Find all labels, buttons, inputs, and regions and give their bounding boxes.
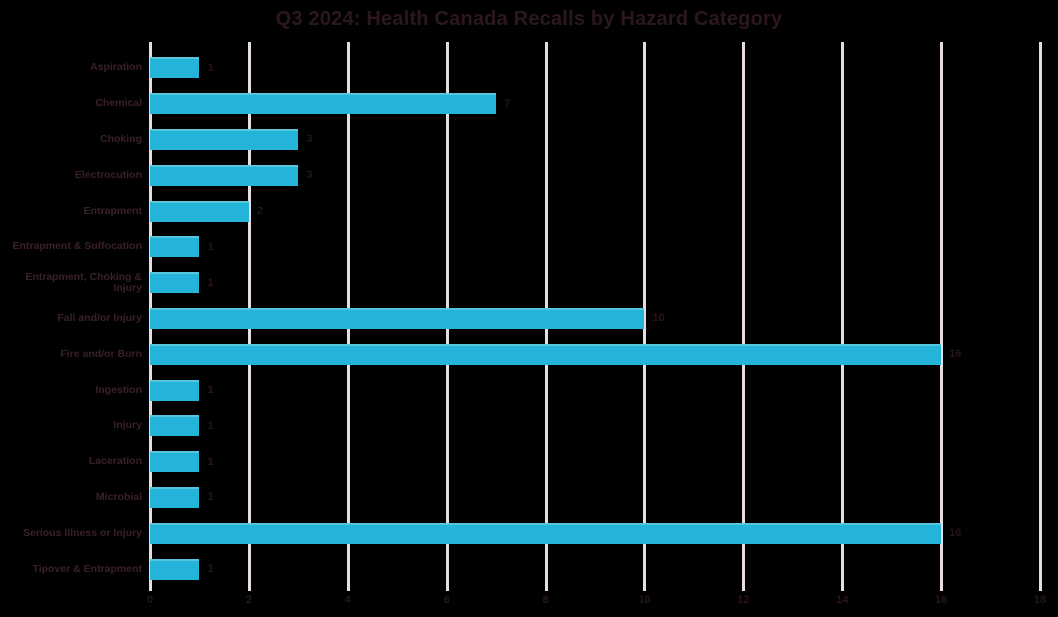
bar (150, 57, 200, 79)
value-label: 1 (207, 276, 214, 289)
value-label: 3 (306, 133, 313, 146)
bar-row: Tipover & Entrapment 1 (0, 551, 1058, 587)
value-label: 16 (949, 527, 962, 540)
x-tick-label: 2 (245, 594, 252, 606)
bar (150, 272, 200, 294)
bar-row: Fire and/or Burn 16 (0, 336, 1058, 372)
category-label: Fall and/or Injury (57, 311, 142, 324)
x-tick-label: 4 (344, 594, 351, 606)
bar (150, 522, 942, 544)
value-label: 1 (207, 384, 214, 397)
bar-row: Electrocution 3 (0, 157, 1058, 193)
bar (150, 486, 200, 508)
value-label: 3 (306, 169, 313, 182)
gridline (643, 42, 647, 591)
x-tick-label: 6 (443, 594, 450, 606)
gridline (1039, 42, 1042, 591)
bar (150, 200, 249, 222)
category-label: Fire and/or Burn (60, 347, 142, 360)
gridline (742, 42, 746, 591)
bar-row: Chemical 7 (0, 86, 1058, 122)
value-label: 2 (256, 205, 263, 218)
bar-row: Injury 1 (0, 408, 1058, 444)
bar-row: Serious Illness or Injury 16 (0, 515, 1058, 551)
bar (150, 451, 200, 473)
bar-row: Choking 3 (0, 122, 1058, 158)
bar-row: Entrapment, Choking & Injury 1 (0, 265, 1058, 301)
bar-row: Aspiration 1 (0, 50, 1058, 86)
value-label: 16 (949, 348, 962, 361)
category-label: Electrocution (74, 168, 142, 181)
bar (150, 164, 299, 186)
category-label: Chemical (95, 97, 142, 110)
category-label: Tipover & Entrapment (32, 562, 143, 575)
category-label: Ingestion (95, 383, 142, 396)
bar-row: Entrapment & Suffocation 1 (0, 229, 1058, 265)
x-tick-label: 18 (1033, 594, 1047, 606)
x-tick-label: 16 (934, 594, 948, 606)
category-label: Laceration (88, 455, 142, 468)
x-tick-label: 12 (737, 594, 750, 606)
bar-row: Fall and/or Injury 10 (0, 301, 1058, 337)
bar (150, 236, 200, 258)
category-label: Entrapment, Choking & Injury (25, 270, 142, 294)
value-label: 1 (207, 240, 214, 253)
category-label: Aspiration (90, 61, 142, 74)
bar (150, 415, 200, 437)
bar-row: Ingestion 1 (0, 372, 1058, 408)
category-label: Injury (113, 419, 142, 432)
bar (150, 307, 645, 329)
bar (150, 93, 497, 115)
x-tick-label: 8 (542, 594, 549, 606)
bar (150, 558, 200, 580)
category-label: Serious Illness or Injury (22, 526, 142, 539)
bar (150, 379, 200, 401)
bar-row: Entrapment 2 (0, 193, 1058, 229)
chart-title: Q3 2024: Health Canada Recalls by Hazard… (275, 8, 783, 30)
category-label: Microbial (95, 490, 142, 503)
bar-row: Laceration 1 (0, 444, 1058, 480)
category-label: Entrapment & Suffocation (12, 240, 142, 253)
value-label: 1 (207, 61, 214, 74)
value-label: 1 (207, 491, 214, 504)
x-tick-label: 0 (146, 594, 154, 606)
x-tick-label: 14 (836, 594, 849, 606)
x-axis: 0 2 4 6 8 10 12 14 16 18 (146, 594, 1046, 610)
value-label: 1 (207, 419, 214, 432)
gridline (841, 42, 845, 591)
bar (150, 128, 299, 150)
value-label: 7 (504, 97, 511, 110)
x-tick-label: 10 (638, 594, 651, 606)
value-label: 1 (207, 455, 214, 468)
value-label: 10 (652, 312, 665, 325)
value-label: 1 (207, 563, 214, 576)
category-label: Entrapment (83, 204, 142, 217)
category-label: Choking (100, 132, 142, 145)
bar-rows: Aspiration 1 Chemical 7 Choking 3 Electrocutio… (0, 50, 1058, 587)
bar (150, 343, 942, 365)
bar-row: Microbial 1 (0, 480, 1058, 516)
gridline (940, 42, 944, 591)
